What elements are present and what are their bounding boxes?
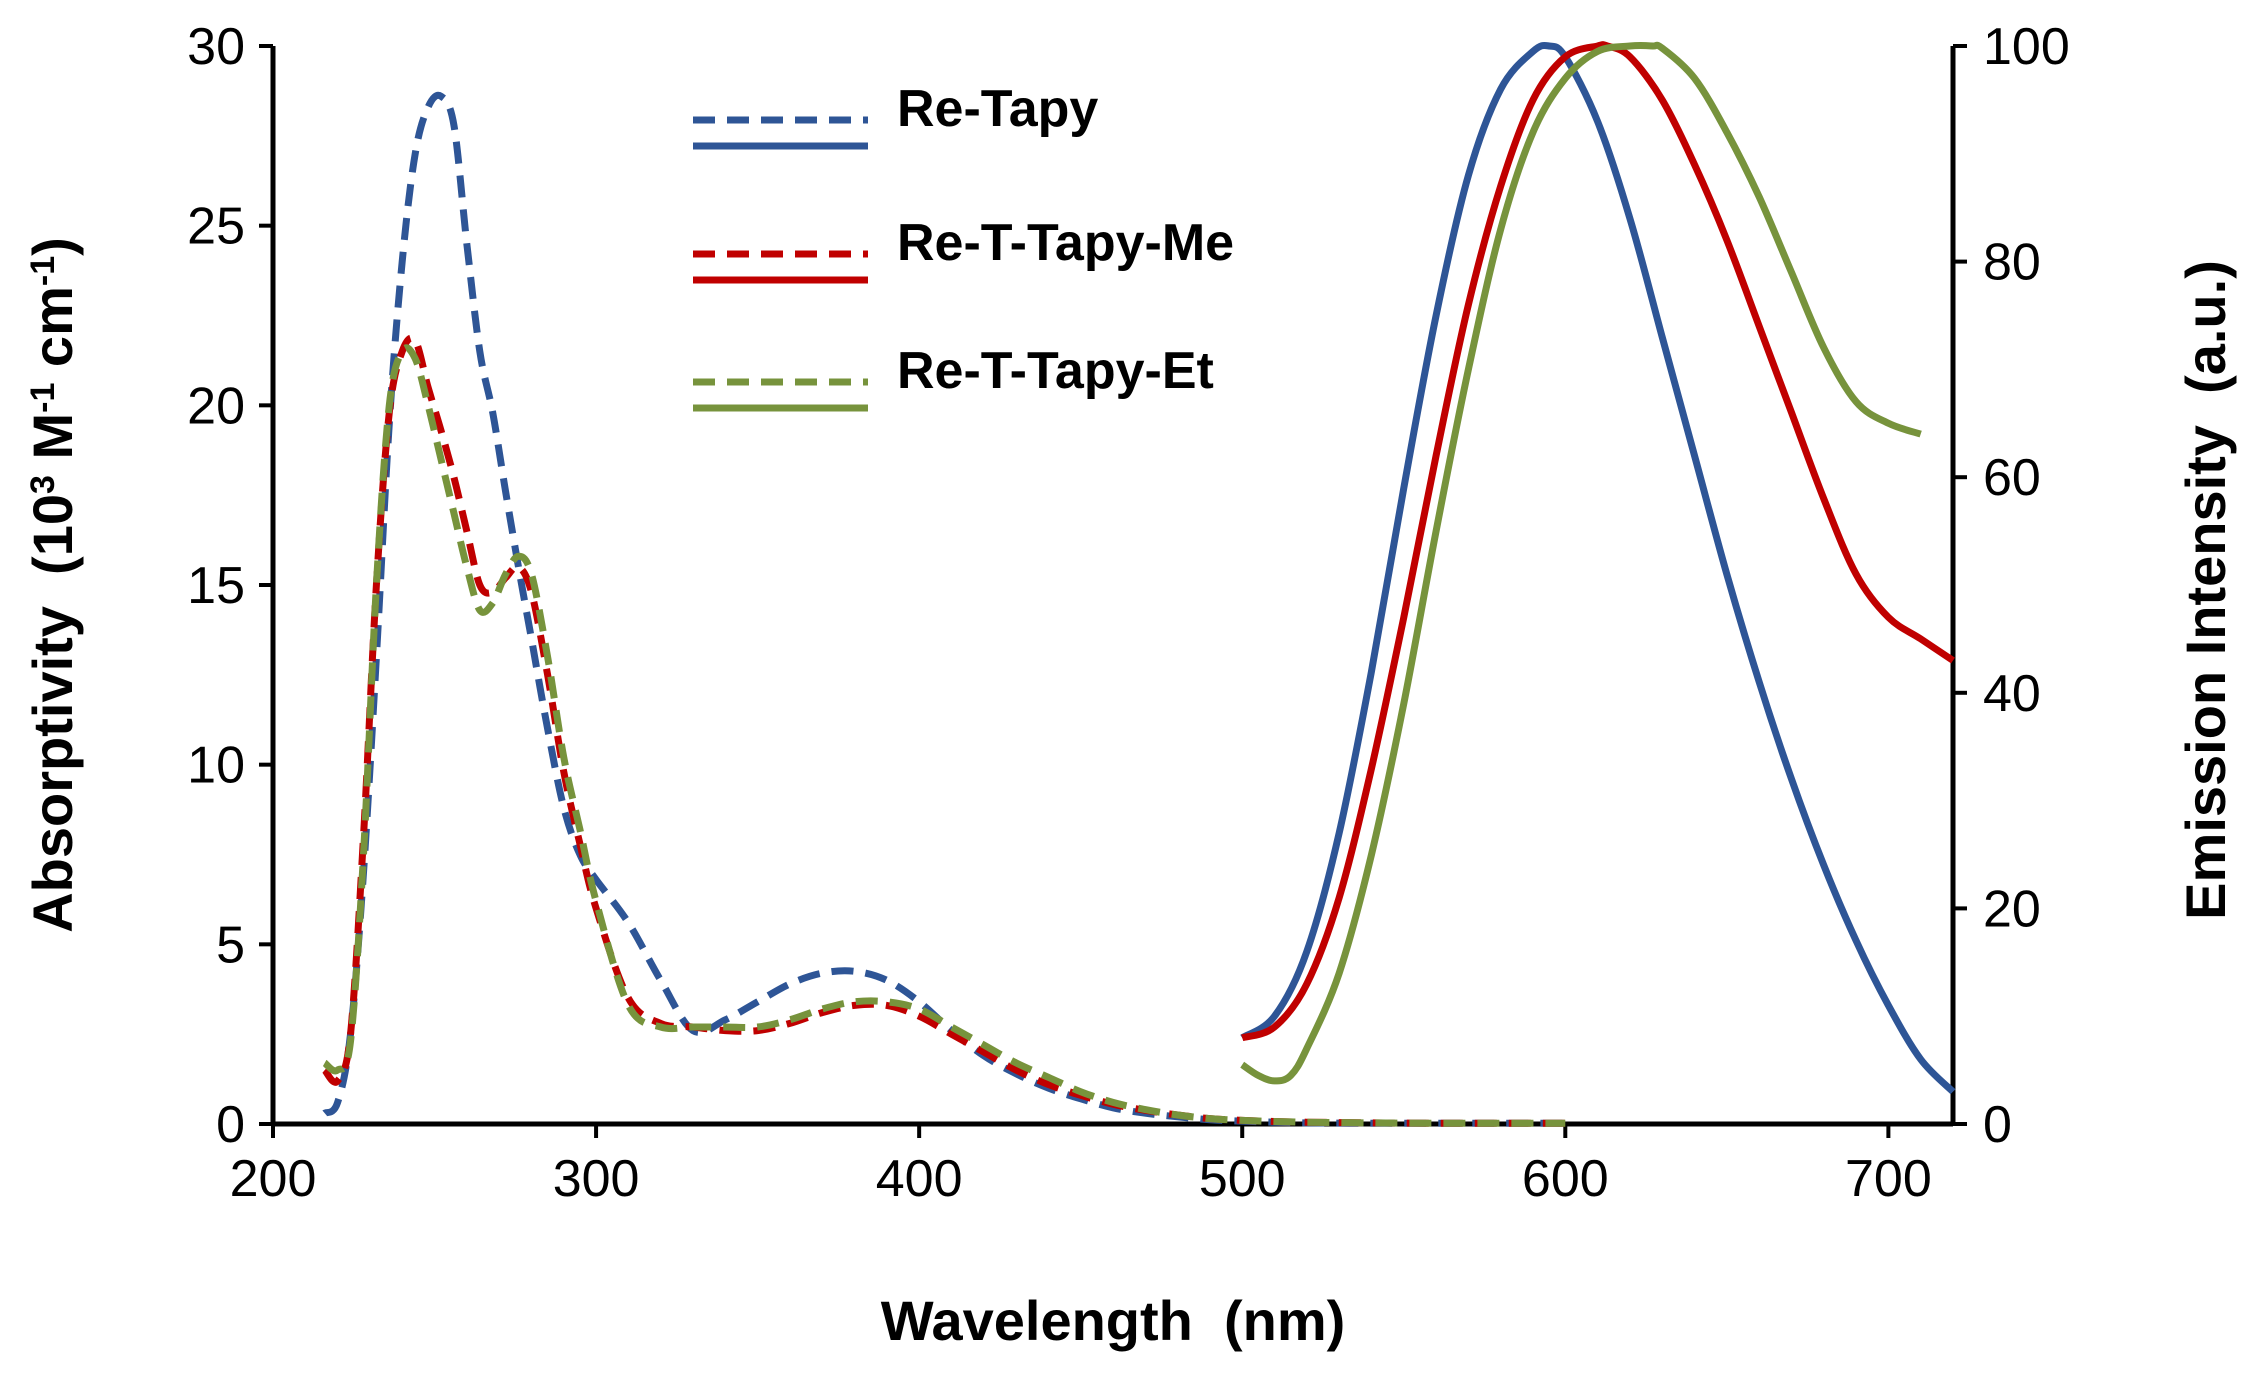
legend-label-re-t-tapy-me: Re-T-Tapy-Me xyxy=(897,214,1234,272)
legend: Re-Tapy Re-T-Tapy-Me Re-T-Tapy-Et xyxy=(693,80,1234,412)
absorption-line-re-t-tapy-et xyxy=(322,344,1566,1127)
y-right-tick-label: 100 xyxy=(1983,18,2070,76)
emission-line-re-t-tapy-et xyxy=(1240,41,1922,1085)
series-layer xyxy=(321,41,1956,1127)
y-left-tick-label: 20 xyxy=(187,377,245,435)
y-right-tick-label: 40 xyxy=(1983,665,2041,723)
emission-line-re-t-tapy-me xyxy=(1241,41,1955,1042)
x-tick-label: 500 xyxy=(1199,1150,1286,1208)
legend-label-re-t-tapy-et: Re-T-Tapy-Et xyxy=(897,342,1214,400)
y-left-title-sup: -1 xyxy=(24,383,62,413)
x-axis-ticks: 200 300 400 500 600 700 xyxy=(230,1124,1932,1208)
x-axis-title: Wavelength (nm) xyxy=(881,1289,1346,1352)
y-right-axis-title: Emission Intensity (a.u.) xyxy=(2174,260,2237,920)
y-left-title-part: ) xyxy=(21,237,84,256)
x-tick-label: 600 xyxy=(1522,1150,1609,1208)
emission-line-re-tapy xyxy=(1240,41,1956,1095)
y-left-title-part: cm xyxy=(21,286,84,383)
y-left-title-part: Absorptivity (10 xyxy=(21,494,84,933)
y-right-tick-label: 0 xyxy=(1983,1096,2012,1154)
x-tick-label: 400 xyxy=(876,1150,963,1208)
y-right-tick-label: 20 xyxy=(1983,880,2041,938)
y-left-tick-label: 5 xyxy=(216,916,245,974)
x-tick-label: 200 xyxy=(230,1150,317,1208)
y-left-tick-label: 25 xyxy=(187,198,245,256)
y-right-tick-label: 80 xyxy=(1983,234,2041,292)
y-left-title-sup: 3 xyxy=(24,475,62,494)
y-left-axis-ticks: 0 5 10 15 20 25 30 xyxy=(187,18,273,1154)
y-left-tick-label: 10 xyxy=(187,737,245,795)
y-left-title-sup: -1 xyxy=(24,256,62,286)
y-right-axis-ticks: 0 20 40 60 80 100 xyxy=(1953,18,2070,1154)
y-left-axis-title: Absorptivity (103 M-1 cm-1) xyxy=(21,237,84,933)
y-left-title-part: M xyxy=(21,413,84,475)
y-left-tick-label: 15 xyxy=(187,557,245,615)
x-tick-label: 700 xyxy=(1845,1150,1932,1208)
legend-label-re-tapy: Re-Tapy xyxy=(897,80,1098,138)
x-tick-label: 300 xyxy=(553,1150,640,1208)
y-left-tick-label: 0 xyxy=(216,1096,245,1154)
y-left-tick-label: 30 xyxy=(187,18,245,76)
y-right-tick-label: 60 xyxy=(1983,449,2041,507)
